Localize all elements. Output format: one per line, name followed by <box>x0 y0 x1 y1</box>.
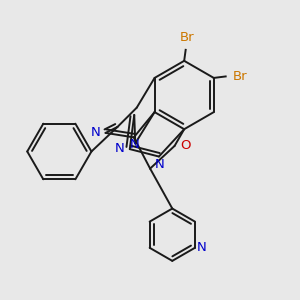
Text: Br: Br <box>233 70 248 83</box>
Text: N: N <box>155 158 165 171</box>
Text: N: N <box>197 241 206 254</box>
Text: O: O <box>180 139 190 152</box>
Text: N: N <box>91 126 101 139</box>
Text: Br: Br <box>180 32 194 44</box>
Text: N: N <box>115 142 124 155</box>
Text: N: N <box>130 138 140 151</box>
